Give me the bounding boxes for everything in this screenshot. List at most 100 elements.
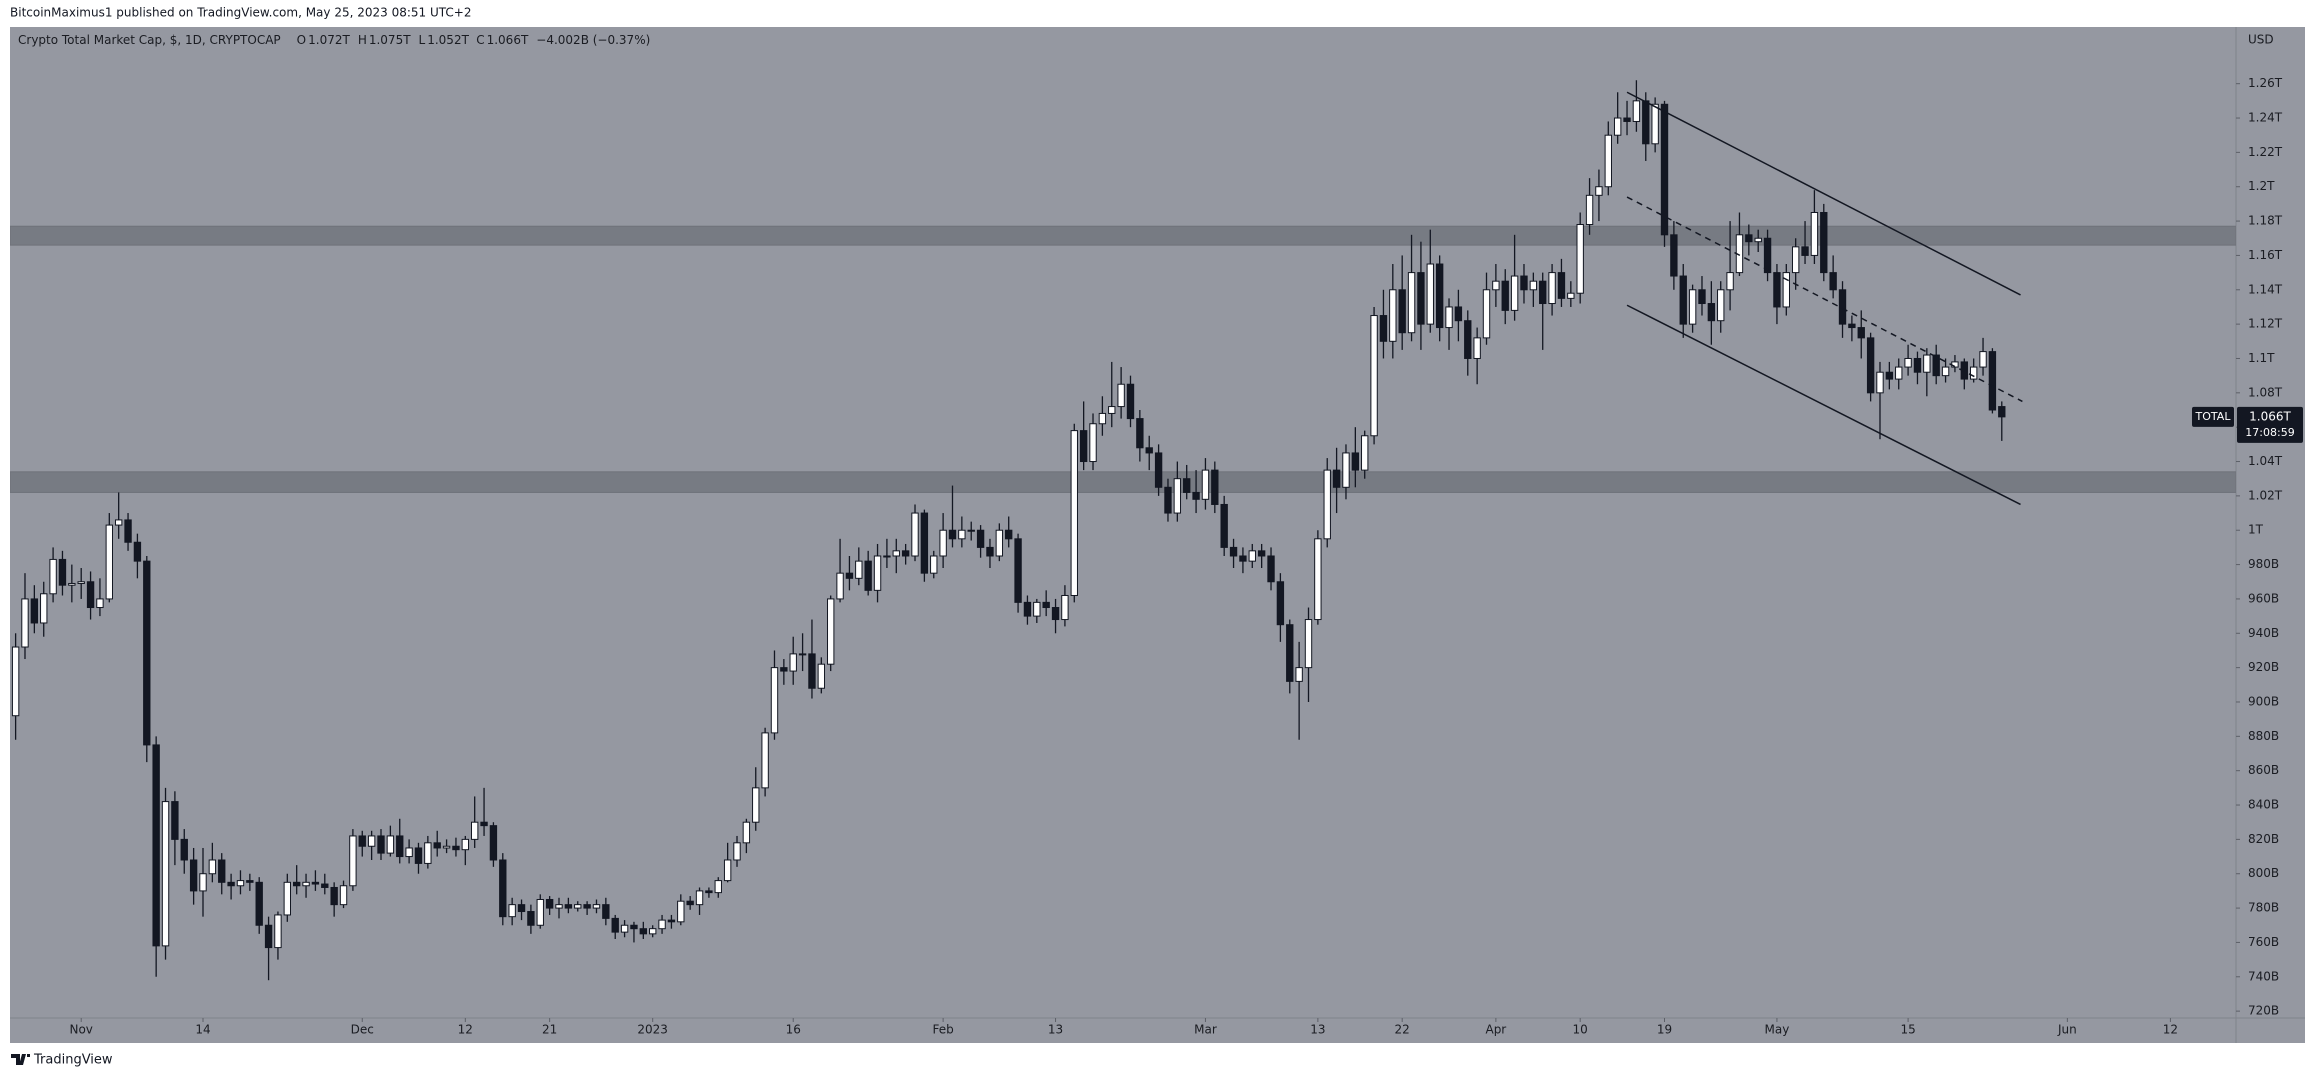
candle-body [1464,320,1472,359]
legend-key: O [297,33,306,47]
candle-body [686,900,694,906]
candle-body [873,555,882,591]
candle-body [1051,607,1060,621]
candle-body [152,744,160,947]
candle-body [817,663,826,689]
candle-body [592,904,601,909]
candle-body [143,560,151,746]
candle-body [555,904,563,909]
candle-body [386,835,395,854]
legend-value: 1.066T [487,33,529,47]
candle-body [1501,280,1509,311]
candle-body [1117,383,1125,408]
candle-body [1108,406,1116,414]
candle-body [414,847,423,864]
candle-body [1014,538,1022,603]
candle-body [1473,337,1481,359]
candle-body [1276,581,1285,626]
x-tick-label: 2023 [637,1023,668,1037]
candle-body [1707,303,1716,322]
candle-body [1042,601,1050,609]
zone [10,225,2236,246]
candle-body [1426,263,1434,325]
candle-body [1951,361,1959,368]
candle-body [49,558,57,595]
candle-body [1164,486,1172,514]
candle-body [1136,418,1144,449]
candle-body [864,560,872,591]
candle-body [620,924,629,933]
x-tick-label: 13 [1310,1023,1325,1037]
candle-body [1979,351,1987,368]
candle-body [742,821,751,844]
y-tick-label: 1.14T [2248,282,2283,296]
candle-body [1623,117,1631,122]
x-tick-label: 14 [195,1023,210,1037]
candle-body [1520,275,1528,291]
candle-body [1407,272,1416,334]
candle-body [161,801,170,947]
legend-key: C [476,33,484,47]
candle-body [1969,366,1978,380]
candle-body [1332,469,1341,488]
candle-body [208,859,217,875]
candle-body [1295,667,1303,682]
candle-body [489,825,498,861]
y-tick-label: 1.02T [2248,488,2283,502]
legend-key: L [419,33,426,47]
y-tick-label: 980B [2248,557,2279,571]
candle-body [1529,280,1538,291]
candle-body [1773,272,1781,308]
candle-body [11,646,20,717]
candle-body [1717,289,1725,322]
candle-body [1342,452,1350,488]
candle-body [189,859,198,892]
candle-body [499,859,507,918]
candle-body [1791,246,1800,274]
candle-body [96,598,104,609]
candle-body [714,880,722,894]
candle-body [733,842,741,861]
y-tick-label: 800B [2248,866,2279,880]
candle-body [218,859,226,883]
candle-body [1154,452,1163,488]
candle-body [986,546,994,557]
candle-body [77,581,85,584]
y-tick-label: 840B [2248,798,2279,812]
y-tick-label: 1.1T [2248,351,2275,365]
candle-body [1642,100,1650,145]
y-tick-label: 820B [2248,832,2279,846]
candle-body [1848,323,1856,329]
candle-body [1201,469,1210,500]
candle-body [976,529,985,548]
candle-body [798,653,807,656]
candle-body [1070,430,1078,596]
candle-body [255,881,263,926]
candle-body [442,845,451,849]
x-tick-label: 21 [542,1023,557,1037]
candle-body [808,653,816,689]
x-tick-label: Mar [1194,1023,1217,1037]
candle-body [1005,529,1013,540]
candle-body [1660,103,1669,236]
candle-body [1913,357,1922,373]
candle-body [1745,234,1753,243]
candle-body [1173,478,1182,514]
x-tick-label: 22 [1395,1023,1410,1037]
candle-body [911,512,919,557]
legend-key: H [358,33,367,47]
candle-body [761,732,769,789]
candle-body [246,880,254,883]
candle-body [1604,134,1612,188]
candle-body [1314,538,1322,621]
y-tick-label: 1.24T [2248,111,2283,125]
candle-body [124,519,132,543]
candle-body [1229,546,1238,557]
candle-body [1548,272,1556,305]
candle-body [948,529,957,540]
candle-body [321,883,329,888]
legend-title: Crypto Total Market Cap, $, 1D, CRYPTOCA… [18,33,281,47]
y-tick-label: 1.16T [2248,248,2283,262]
candle-body [1220,503,1228,548]
